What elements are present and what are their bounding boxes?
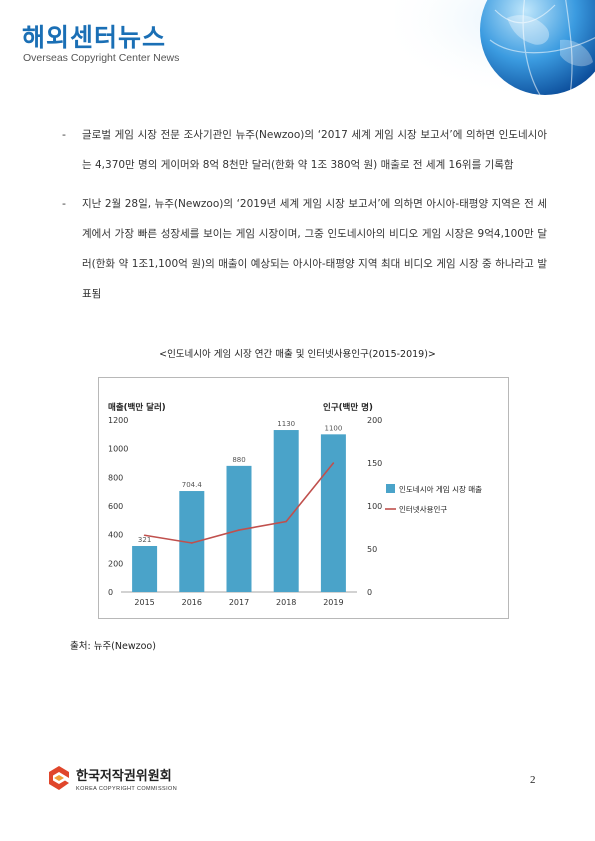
bar-data-label: 704.4 xyxy=(182,481,203,489)
page-number: 2 xyxy=(530,774,536,786)
y-right-tick-label: 200 xyxy=(367,416,382,425)
y-axis-right-label: 인구(백만 명) xyxy=(323,402,373,413)
bar-data-label: 1130 xyxy=(277,420,295,428)
bullet-item: - 글로벌 게임 시장 전문 조사기관인 뉴주(Newzoo)의 ‘2017 세… xyxy=(62,120,547,180)
x-tick-label: 2016 xyxy=(182,598,202,607)
bullet-dash: - xyxy=(62,197,66,210)
x-tick-label: 2017 xyxy=(229,598,249,607)
commission-logo-icon xyxy=(49,766,69,790)
y-right-tick-label: 150 xyxy=(367,459,382,468)
y-right-tick-label: 100 xyxy=(367,502,382,511)
chart-container: 매출(백만 달러) 인구(백만 명) 0 200 400 600 800 1000 1200 0 5… xyxy=(98,377,509,619)
legend-label-bar: 인도네시아 게임 시장 매출 xyxy=(399,484,482,494)
y-left-tick-label: 600 xyxy=(108,502,123,511)
bullet-text: 지난 2월 28일, 뉴주(Newzoo)의 ‘2019년 세계 게임 시장 보… xyxy=(82,198,547,300)
x-tick-label: 2019 xyxy=(323,598,343,607)
bullet-list: - 글로벌 게임 시장 전문 조사기관인 뉴주(Newzoo)의 ‘2017 세… xyxy=(62,120,547,318)
y-axis-left-label: 매출(백만 달러) xyxy=(108,402,166,413)
x-tick-label: 2018 xyxy=(276,598,296,607)
line-point xyxy=(191,542,193,544)
bar-data-label: 321 xyxy=(138,536,151,544)
line-point xyxy=(238,529,240,531)
header-title: 해외센터뉴스 xyxy=(22,23,167,52)
line-point xyxy=(332,462,335,464)
y-left-tick-label: 400 xyxy=(108,531,123,540)
y-right-tick-label: 50 xyxy=(367,545,377,554)
y-left-tick-label: 800 xyxy=(108,473,123,482)
x-tick-label: 2015 xyxy=(134,598,154,607)
bar-data-label: 1100 xyxy=(324,424,342,432)
legend-swatch-bar xyxy=(386,484,395,493)
footer-org-subtitle: KOREA COPYRIGHT COMMISSION xyxy=(76,786,178,792)
y-left-tick-label: 1000 xyxy=(108,445,128,454)
combo-chart: 매출(백만 달러) 인구(백만 명) 0 200 400 600 800 1000 1200 0 5… xyxy=(108,402,482,607)
y-left-tick-label: 200 xyxy=(108,559,123,568)
legend-label-line: 인터넷사용인구 xyxy=(399,504,447,514)
bar-data-label: 880 xyxy=(232,456,245,464)
bar xyxy=(132,545,158,592)
bullet-text: 글로벌 게임 시장 전문 조사기관인 뉴주(Newzoo)의 ‘2017 세계 … xyxy=(82,129,547,171)
footer-org-name: 한국저작권위원회 xyxy=(76,769,172,784)
line-point xyxy=(285,520,287,523)
line-point xyxy=(143,534,146,537)
header-subtitle: Overseas Copyright Center News xyxy=(23,52,180,64)
y-left-tick-label: 0 xyxy=(108,588,113,597)
figure-source: 출처: 뉴주(Newzoo) xyxy=(70,641,156,652)
figure-title: <인도네시아 게임 시장 연간 매출 및 인터넷사용인구(2015-2019)> xyxy=(159,349,436,360)
bullet-item: - 지난 2월 28일, 뉴주(Newzoo)의 ‘2019년 세계 게임 시장… xyxy=(62,189,547,309)
y-right-tick-label: 0 xyxy=(367,588,372,597)
globe-icon xyxy=(395,0,595,100)
bullet-dash: - xyxy=(62,128,66,141)
bar xyxy=(320,434,346,592)
page-header: 해외센터뉴스 Overseas Copyright Center News xyxy=(0,0,595,100)
y-left-tick-label: 1200 xyxy=(108,416,128,425)
